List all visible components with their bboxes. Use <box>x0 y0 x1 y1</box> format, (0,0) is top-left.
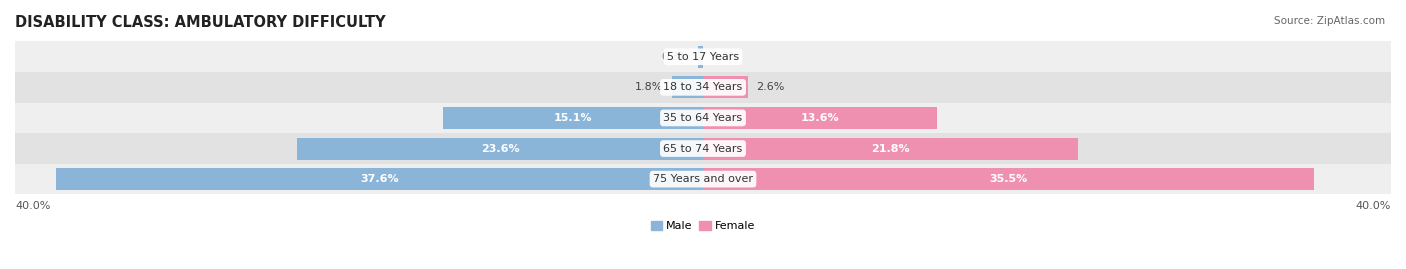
Text: 35 to 64 Years: 35 to 64 Years <box>664 113 742 123</box>
Text: 2.6%: 2.6% <box>756 82 785 92</box>
Text: 5 to 17 Years: 5 to 17 Years <box>666 52 740 62</box>
Bar <box>297 137 703 160</box>
Bar <box>703 137 1078 160</box>
Bar <box>703 168 1313 190</box>
Text: 40.0%: 40.0% <box>15 201 51 211</box>
Text: 65 to 74 Years: 65 to 74 Years <box>664 144 742 154</box>
Bar <box>15 72 1391 103</box>
Text: DISABILITY CLASS: AMBULATORY DIFFICULTY: DISABILITY CLASS: AMBULATORY DIFFICULTY <box>15 15 385 30</box>
Text: 21.8%: 21.8% <box>872 144 910 154</box>
Text: 15.1%: 15.1% <box>554 113 592 123</box>
Bar <box>703 76 748 98</box>
Text: 23.6%: 23.6% <box>481 144 519 154</box>
Text: 40.0%: 40.0% <box>1355 201 1391 211</box>
Text: 0.3%: 0.3% <box>661 52 689 62</box>
Bar <box>697 46 703 68</box>
Text: 18 to 34 Years: 18 to 34 Years <box>664 82 742 92</box>
Bar <box>703 107 936 129</box>
Bar <box>56 168 703 190</box>
Bar <box>443 107 703 129</box>
Text: 13.6%: 13.6% <box>800 113 839 123</box>
Bar <box>672 76 703 98</box>
Bar <box>15 164 1391 194</box>
Bar <box>15 133 1391 164</box>
Text: 37.6%: 37.6% <box>360 174 399 184</box>
Bar <box>15 103 1391 133</box>
Text: 75 Years and over: 75 Years and over <box>652 174 754 184</box>
Text: Source: ZipAtlas.com: Source: ZipAtlas.com <box>1274 16 1385 26</box>
Text: 0.0%: 0.0% <box>711 52 740 62</box>
Legend: Male, Female: Male, Female <box>651 221 755 231</box>
Text: 1.8%: 1.8% <box>636 82 664 92</box>
Bar <box>15 41 1391 72</box>
Text: 35.5%: 35.5% <box>990 174 1028 184</box>
